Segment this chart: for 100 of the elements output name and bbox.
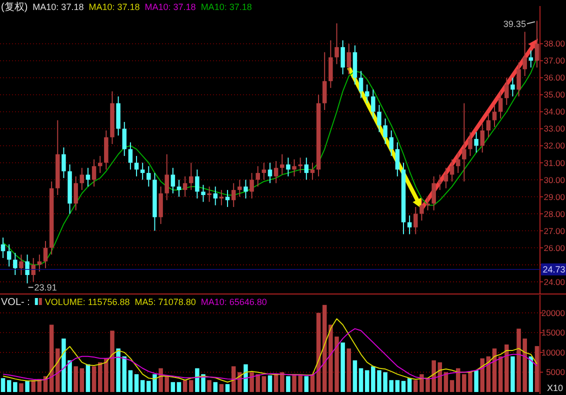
candlestick xyxy=(364,84,370,104)
bar xyxy=(219,384,224,392)
y-tick-label: 10000 xyxy=(541,347,566,358)
text: MA10: 37.18 xyxy=(200,2,252,12)
bar xyxy=(274,374,278,392)
y-tick-label: 20000 xyxy=(541,308,566,318)
text: X10 xyxy=(546,383,563,393)
y-tick-label: 36.00 xyxy=(544,72,566,83)
candlestick xyxy=(304,157,309,180)
bar xyxy=(49,324,54,392)
candlestick xyxy=(420,198,424,222)
candlestick xyxy=(158,186,163,224)
y-tick-label: 32.00 xyxy=(544,140,566,151)
bar xyxy=(74,366,78,392)
candlestick xyxy=(450,158,454,182)
y-tick-label: 29.00 xyxy=(544,192,566,202)
ref-line-label: 24.73 xyxy=(542,264,566,274)
candlestick xyxy=(274,160,278,184)
bar xyxy=(528,356,534,392)
candlestick xyxy=(328,40,333,88)
candlestick xyxy=(522,31,527,77)
candlestick xyxy=(413,206,418,235)
candlestick xyxy=(492,104,497,128)
candlestick xyxy=(340,40,345,75)
candlestick xyxy=(128,142,133,170)
candlestick xyxy=(486,112,491,138)
bar xyxy=(262,376,266,392)
candlestick xyxy=(516,62,521,97)
candlestick xyxy=(262,162,266,180)
bar xyxy=(340,342,345,392)
candlestick xyxy=(43,240,48,269)
candlestick xyxy=(195,169,200,199)
bar xyxy=(504,344,509,392)
candlestick xyxy=(92,158,96,188)
bar xyxy=(401,380,406,392)
candlestick xyxy=(0,237,6,258)
bar xyxy=(31,380,36,392)
y-tick-label: 34.00 xyxy=(544,106,566,117)
candlestick xyxy=(37,254,42,272)
candlestick xyxy=(213,186,218,206)
chart-title: (复权) xyxy=(1,1,28,13)
bar xyxy=(213,382,218,392)
bar xyxy=(225,384,230,392)
candlestick xyxy=(6,244,12,267)
candlestick xyxy=(444,167,448,189)
candlestick xyxy=(238,179,242,198)
candlestick xyxy=(134,155,139,177)
y-tick-label: 30.00 xyxy=(544,174,566,185)
bar xyxy=(444,372,448,392)
candlestick xyxy=(74,176,78,211)
legend-label: VOLUME: 115756.88 xyxy=(44,297,130,307)
bar xyxy=(450,380,454,392)
bar xyxy=(134,374,139,392)
bar xyxy=(92,366,96,392)
candlestick xyxy=(383,118,388,145)
candlestick xyxy=(25,254,30,284)
y-tick-label: 28.00 xyxy=(544,208,566,219)
bar xyxy=(280,372,284,392)
bar xyxy=(207,380,212,392)
line-series xyxy=(2,328,538,380)
candlestick xyxy=(189,162,194,190)
candlestick xyxy=(498,90,503,120)
bar xyxy=(346,348,351,392)
candlestick xyxy=(250,172,254,199)
text: MA10: 65646.80 xyxy=(200,297,267,307)
candlestick xyxy=(164,154,169,201)
y-tick-label: 27.00 xyxy=(544,226,566,236)
bar xyxy=(122,356,127,392)
y-tick-label: 15000 xyxy=(541,328,566,338)
candlestick xyxy=(86,167,90,188)
candlestick xyxy=(334,22,339,65)
bar xyxy=(534,346,540,392)
y-tick-label: 38.00 xyxy=(544,38,566,49)
bar xyxy=(474,370,478,392)
candlestick xyxy=(510,77,515,97)
candlestick xyxy=(310,162,315,180)
candlestick xyxy=(474,132,478,154)
annotation: MA10: 37.18 xyxy=(32,2,84,12)
candlestick xyxy=(231,182,236,208)
candlestick xyxy=(170,167,176,194)
candlestick xyxy=(395,142,400,177)
y-tick-label: 31.00 xyxy=(544,158,566,168)
bar xyxy=(510,356,515,392)
text: MA5: 71078.80 xyxy=(134,297,196,307)
candlestick xyxy=(346,43,351,75)
candlestick xyxy=(480,123,484,154)
candlestick xyxy=(19,254,24,276)
bar xyxy=(13,382,18,392)
bar xyxy=(116,348,120,392)
bar xyxy=(268,375,272,392)
bar xyxy=(6,380,12,392)
bar xyxy=(244,364,248,392)
candlestick xyxy=(13,252,18,276)
candlestick xyxy=(256,166,260,188)
bar xyxy=(407,378,412,392)
bar xyxy=(80,368,84,392)
candlestick xyxy=(62,146,66,179)
chart-title: VOL- : xyxy=(1,297,30,308)
candlestick xyxy=(292,158,296,177)
bar xyxy=(56,348,60,392)
